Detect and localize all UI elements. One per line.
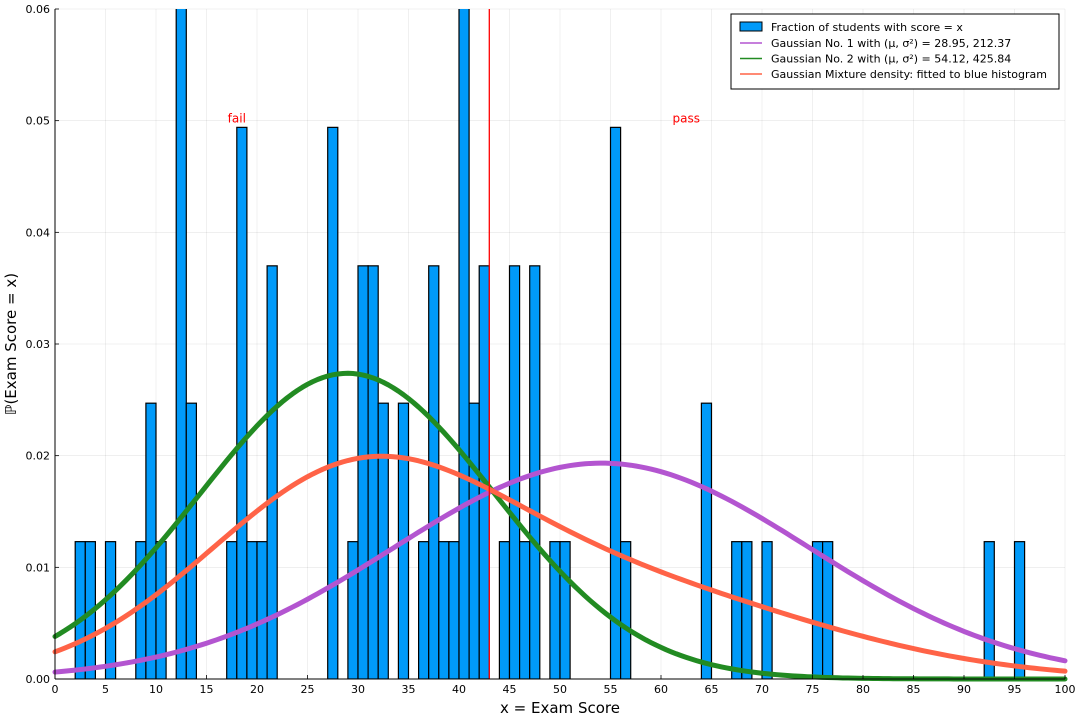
histogram-bar [347,541,359,679]
histogram-bar [226,541,238,679]
histogram-bar [418,541,430,679]
x-tick-label: 40 [452,683,466,696]
legend: Fraction of students with score = x Gauss… [730,13,1060,90]
histogram-bar [145,402,157,679]
histogram-bar [428,265,440,679]
y-tick-label: 0.06 [26,3,51,16]
histogram-bar [1013,541,1026,679]
histogram-bar [357,265,369,679]
y-tick-label: 0.01 [26,561,51,574]
histogram-bar [185,402,198,679]
histogram-bar [448,541,460,679]
histogram-bar [236,126,248,679]
x-tick-label: 60 [654,683,668,696]
histogram-bar [559,541,571,679]
histogram-bar [256,541,268,679]
y-tick-label: 0.00 [26,673,51,686]
x-tick-label: 25 [301,683,315,696]
legend-swatch-histogram [739,21,763,32]
annotation-fail: fail [228,112,246,126]
histogram-bar [731,541,743,679]
histogram-bar [811,541,824,679]
y-axis-title: ℙ(Exam Score = x) [2,273,20,415]
density-curve-3 [52,453,1068,674]
x-tick-label: 90 [957,683,971,696]
legend-label-series-1: Gaussian No. 1 with (μ, σ²) = 28.95, 212… [771,37,1011,50]
x-tick-label: 15 [200,683,214,696]
histogram-bar [619,541,632,679]
x-tick-label: 75 [806,683,820,696]
legend-box [730,13,1060,90]
annotations: fail pass [228,112,700,126]
y-tick-label: 0.03 [26,338,51,351]
density-curve-1 [52,460,1068,675]
histogram-bar [821,541,834,679]
histogram-bar [468,402,480,679]
legend-label-series-3: Gaussian Mixture density: fitted to blue… [771,68,1047,81]
x-tick-label: 10 [149,683,163,696]
histogram-bar [741,541,753,679]
histogram-bar [246,541,258,679]
histogram-bar [508,265,521,679]
histogram-bar [377,402,389,679]
x-tick-label: 30 [351,683,365,696]
histogram-bar [458,9,470,679]
histogram-bar [104,541,117,679]
histogram-bar [518,541,531,679]
x-tick-label: 100 [1055,683,1076,696]
y-tick-label: 0.04 [26,226,51,239]
histogram-bar [175,9,187,679]
x-tick-label: 5 [102,683,109,696]
x-tick-label: 80 [856,683,870,696]
histogram-bar [498,541,511,679]
x-tick-label: 55 [604,683,618,696]
x-tick-label: 85 [907,683,921,696]
x-tick-label: 20 [250,683,264,696]
x-tick-label: 45 [503,683,517,696]
histogram-bar [700,402,713,679]
x-tick-label: 50 [553,683,567,696]
legend-label-histogram: Fraction of students with score = x [771,21,963,34]
histogram-bar [438,541,450,679]
x-tick-label: 65 [705,683,719,696]
x-tick-label: 95 [1008,683,1022,696]
x-axis-title: x = Exam Score [500,699,620,717]
y-tick-label: 0.05 [26,115,51,128]
tick-labels: 0 5 10 15 20 25 30 35 40 45 50 55 60 65 70 75 80 85 90 95 10… [26,3,1076,696]
histogram-bar [983,541,995,679]
annotation-pass: pass [673,112,700,126]
legend-label-series-2: Gaussian No. 2 with (μ, σ²) = 54.12, 425… [771,53,1011,66]
histogram-bar [266,265,278,679]
histogram-bars [74,9,1026,679]
x-tick-label: 35 [402,683,416,696]
histogram-bar [327,126,339,679]
y-tick-label: 0.02 [26,450,51,463]
x-tick-label: 0 [52,683,59,696]
x-tick-label: 70 [755,683,769,696]
histogram-bar [74,541,86,679]
histogram-bar [367,265,379,679]
histogram-bar [609,126,622,679]
